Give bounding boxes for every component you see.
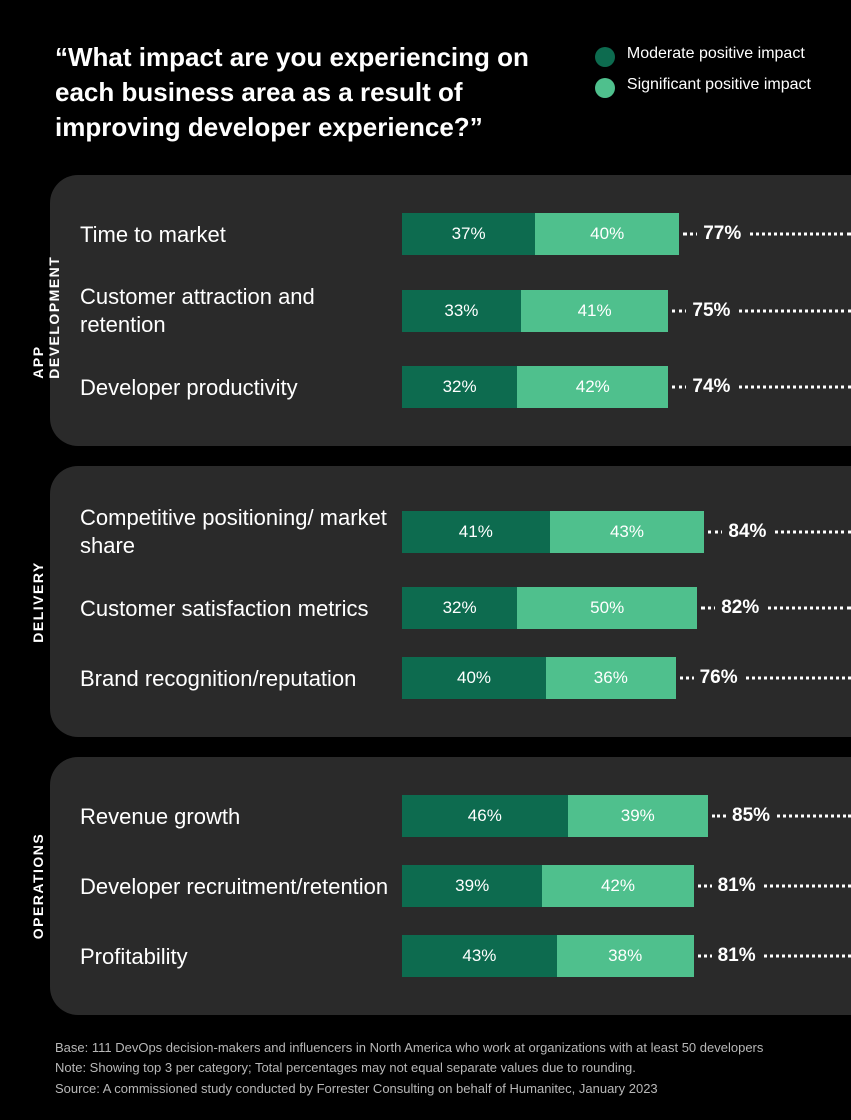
total-label: 76% [694,667,744,689]
row-label: Developer productivity [62,374,402,402]
row-label: Revenue growth [62,803,402,831]
footnotes: Base: 111 DevOps decision-makers and inf… [55,1035,851,1098]
section-label: APP DEVELOPMENT [30,243,62,379]
bar-segment-significant: 38% [557,935,694,977]
chart-title: “What impact are you experiencing on eac… [55,40,565,145]
footnote-line: Note: Showing top 3 per category; Total … [55,1059,811,1077]
bar-segment-moderate: 46% [402,795,568,837]
chart-row: Profitability43%38% 81% [62,921,851,991]
bar-area: 39%42% 81% [402,865,851,907]
legend-dot-moderate [595,47,615,67]
bar-area: 46%39%85% [402,795,851,837]
chart-row: Developer productivity32%42% 74% [62,352,851,422]
bar-segment-moderate: 37% [402,213,535,255]
total-label: 74% [686,376,736,398]
row-label: Developer recruitment/retention [62,873,402,901]
total-label: 85% [726,805,776,827]
header: “What impact are you experiencing on eac… [55,40,851,145]
total-label: 82% [715,597,765,619]
bar-segment-significant: 42% [517,366,668,408]
legend-label-significant: Significant positive impact [627,75,811,95]
bar-segment-moderate: 39% [402,865,542,907]
bar-track: 46%39% [402,795,762,837]
bar-area: 32%50% 82% [402,587,851,629]
row-label: Brand recognition/reputation [62,665,402,693]
bar-segment-significant: 42% [542,865,693,907]
total-label: 84% [722,521,772,543]
bar-segment-moderate: 32% [402,366,517,408]
footnote-line: Source: A commissioned study conducted b… [55,1080,811,1098]
chart-row: Developer recruitment/retention39%42% 81% [62,851,851,921]
legend-item-significant: Significant positive impact [595,75,811,98]
legend: Moderate positive impact Significant pos… [595,40,811,98]
bar-segment-significant: 43% [550,511,705,553]
bar-segment-significant: 39% [568,795,708,837]
total-label: 75% [686,300,736,322]
chart-row: Customer attraction and retention33%41% 7… [62,269,851,352]
row-label: Customer attraction and retention [62,283,402,338]
bar-area: 43%38% 81% [402,935,851,977]
footnote-line: Base: 111 DevOps decision-makers and inf… [55,1039,811,1057]
bar-segment-moderate: 43% [402,935,557,977]
total-label: 81% [712,945,762,967]
bar-area: 32%42% 74% [402,366,851,408]
bar-segment-significant: 40% [535,213,679,255]
section-label: OPERATIONS [30,833,46,940]
row-label: Customer satisfaction metrics [62,595,402,623]
section-panel: OPERATIONSRevenue growth46%39%85%Develop… [50,757,851,1015]
bar-segment-moderate: 40% [402,657,546,699]
bar-segment-moderate: 33% [402,290,521,332]
chart-row: Competitive positioning/ market share41%… [62,490,851,573]
section-panel: APP DEVELOPMENTTime to market37%40%77%Cu… [50,175,851,446]
chart-row: Customer satisfaction metrics32%50% 82% [62,573,851,643]
row-label: Time to market [62,221,402,249]
bar-area: 37%40% 77% [402,213,851,255]
chart-container: “What impact are you experiencing on eac… [0,0,851,1120]
section-label: DELIVERY [30,561,46,643]
bar-area: 33%41% 75% [402,290,851,332]
legend-dot-significant [595,78,615,98]
legend-label-moderate: Moderate positive impact [627,44,805,64]
chart-row: Revenue growth46%39%85% [62,781,851,851]
chart-row: Time to market37%40% 77% [62,199,851,269]
row-label: Competitive positioning/ market share [62,504,402,559]
row-label: Profitability [62,943,402,971]
bar-segment-moderate: 32% [402,587,517,629]
section-panel: DELIVERYCompetitive positioning/ market … [50,466,851,737]
bar-area: 40%36% 76% [402,657,851,699]
bar-segment-significant: 36% [546,657,676,699]
total-label: 77% [697,223,747,245]
legend-item-moderate: Moderate positive impact [595,44,811,67]
bar-area: 41%43% 84% [402,511,851,553]
bar-segment-significant: 41% [521,290,669,332]
chart-row: Brand recognition/reputation40%36% 76% [62,643,851,713]
bar-segment-significant: 50% [517,587,697,629]
bar-segment-moderate: 41% [402,511,550,553]
total-label: 81% [712,875,762,897]
